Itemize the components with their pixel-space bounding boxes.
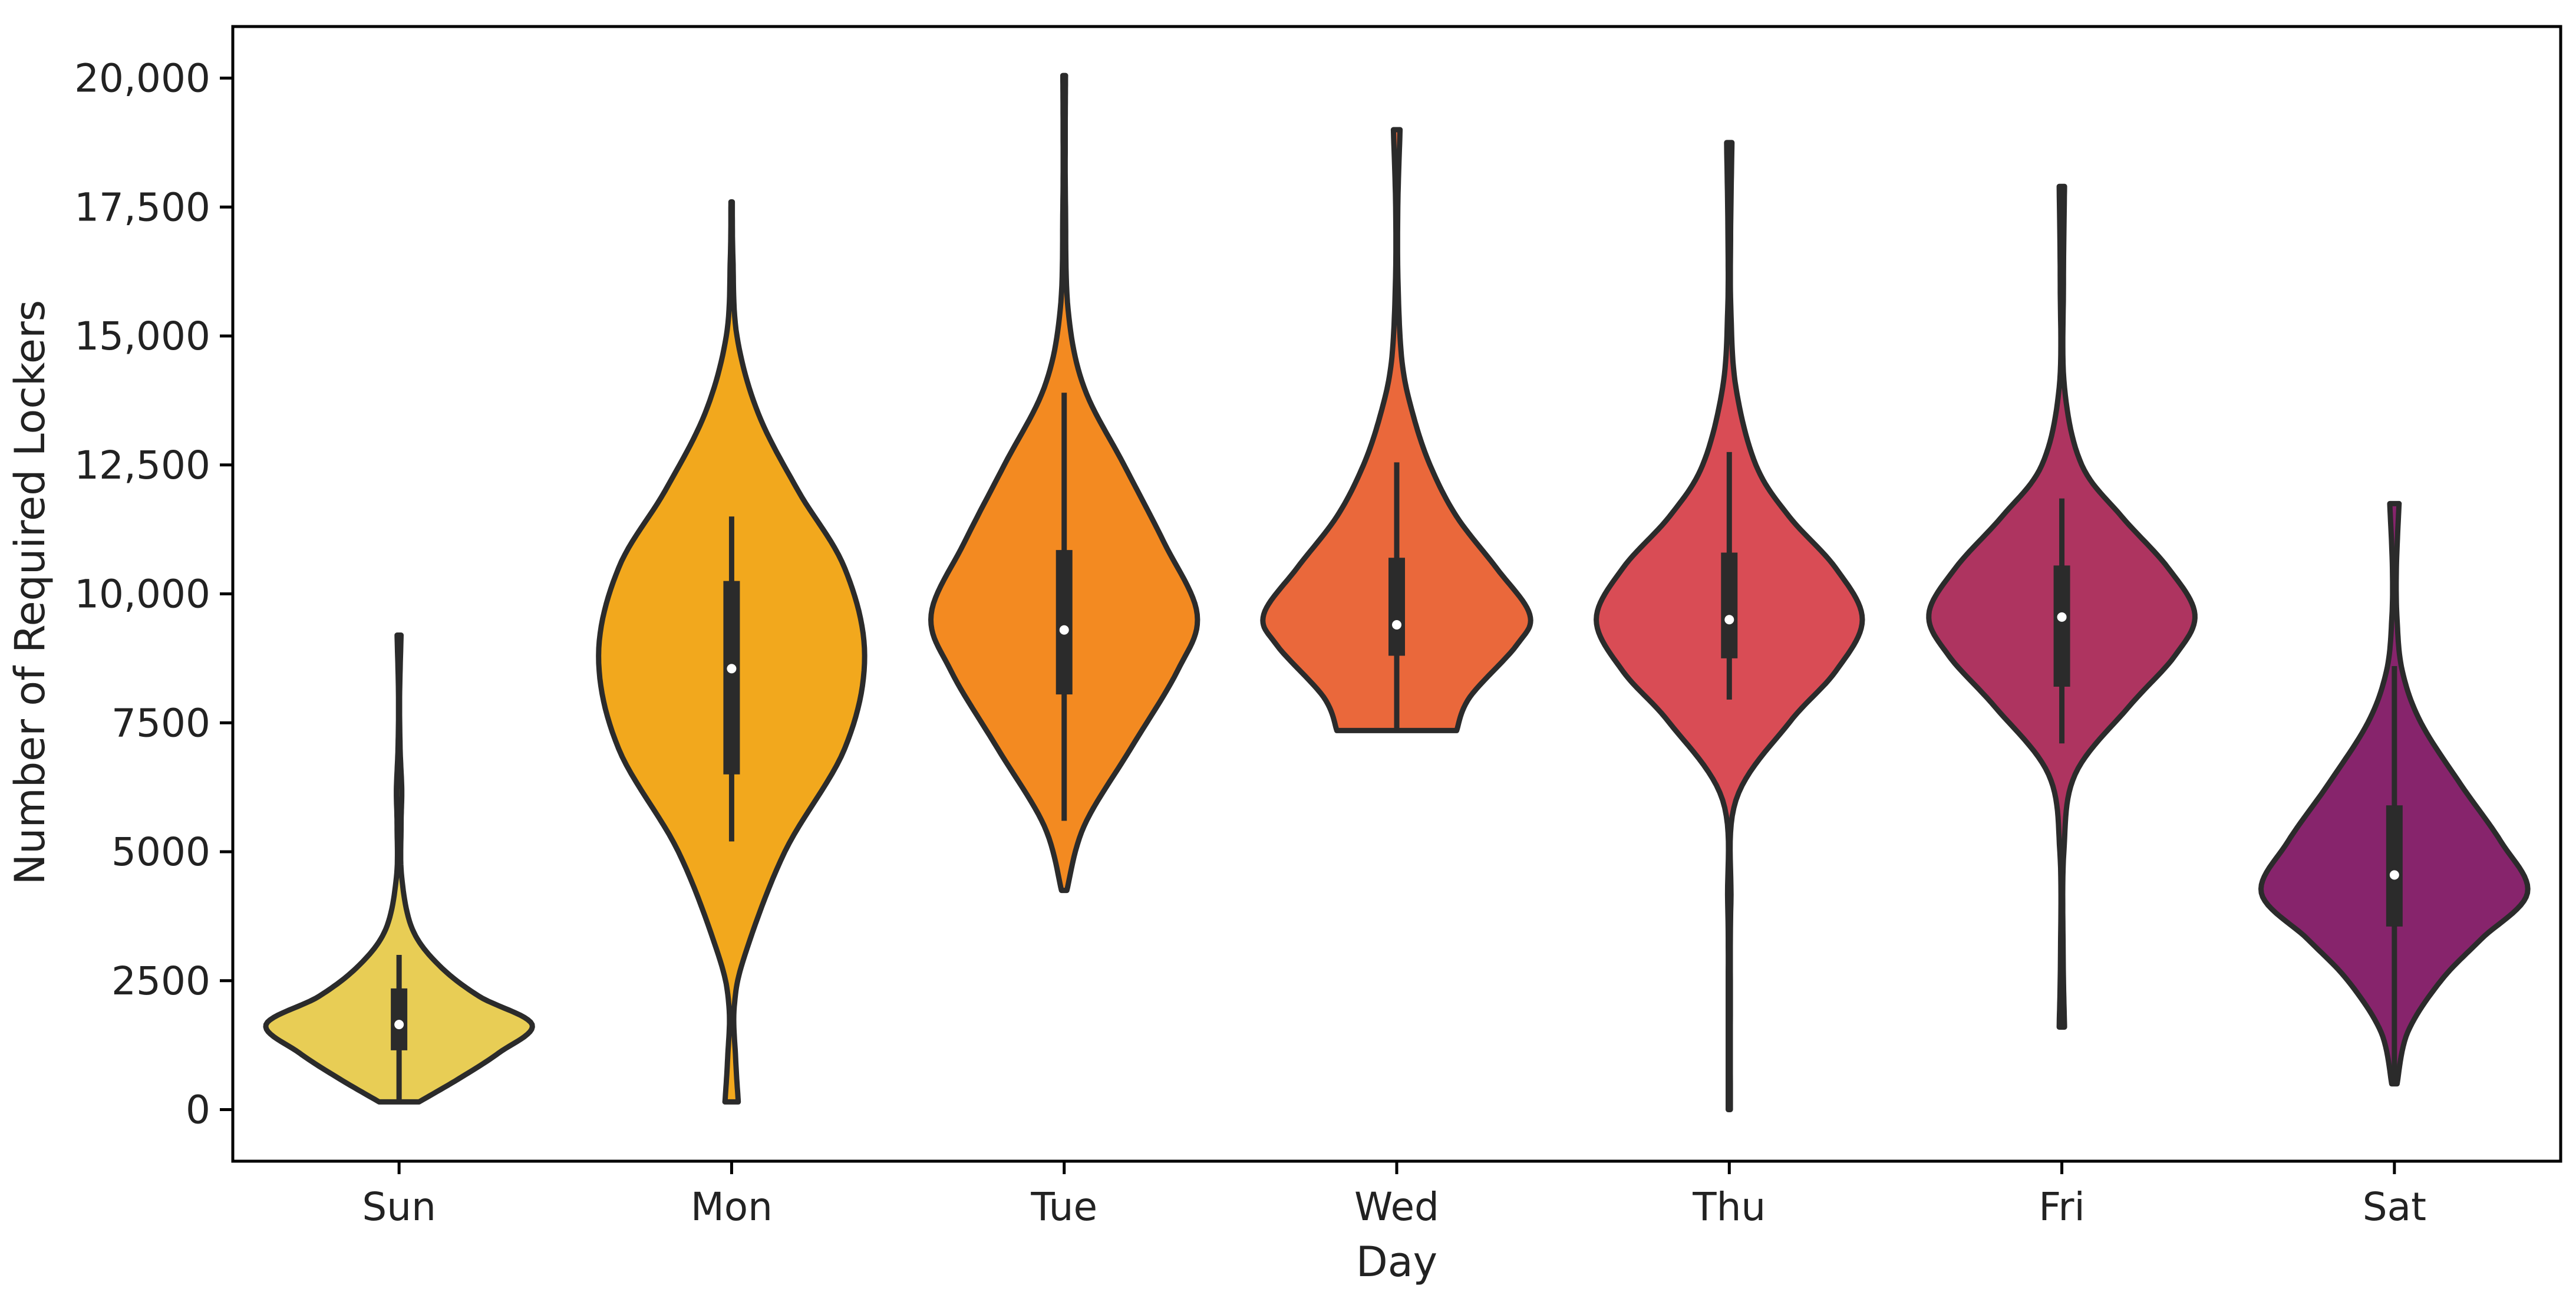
median-marker	[1724, 615, 1734, 625]
violin-mon	[596, 199, 868, 1105]
y-tick-label: 10,000	[74, 572, 210, 617]
iqr-box	[1721, 552, 1738, 658]
iqr-box	[723, 581, 740, 775]
iqr-box	[2053, 565, 2070, 687]
violin-sat	[2258, 500, 2531, 1087]
y-tick-label: 12,500	[74, 443, 210, 488]
violin-fri	[1926, 183, 2198, 1030]
y-axis: 0 2500 5000 7500 10,000 12,500 15,000 17,500 20,…	[74, 56, 233, 1133]
iqr-box	[1388, 558, 1405, 656]
iqr-box	[2386, 805, 2403, 927]
x-tick-label: Tue	[1030, 1184, 1097, 1230]
x-tick-label: Thu	[1692, 1184, 1766, 1230]
y-axis-label: Number of Required Lockers	[6, 300, 54, 885]
iqr-box	[391, 988, 408, 1050]
violin-wed	[1260, 127, 1533, 733]
x-tick-label: Sat	[2363, 1184, 2426, 1230]
y-tick-label: 2500	[111, 958, 210, 1004]
x-axis: Sun Mon Tue Wed Thu Fri Sat	[362, 1161, 2426, 1230]
x-tick-label: Mon	[691, 1184, 773, 1230]
y-tick-label: 0	[186, 1088, 210, 1133]
x-tick-label: Sun	[362, 1184, 436, 1230]
median-marker	[394, 1020, 404, 1030]
y-tick-label: 17,500	[74, 184, 210, 230]
violin-body	[1260, 127, 1533, 733]
iqr-box	[1056, 550, 1073, 695]
y-tick-label: 5000	[111, 829, 210, 875]
y-tick-label: 15,000	[74, 314, 210, 359]
x-axis-label: Day	[1356, 1238, 1437, 1286]
violin-sun	[263, 632, 535, 1105]
median-marker	[2389, 870, 2399, 880]
median-marker	[1059, 625, 1069, 635]
y-tick-label: 20,000	[74, 56, 210, 101]
violin-tue	[928, 73, 1200, 894]
violins-group	[263, 73, 2531, 1112]
median-marker	[727, 664, 737, 674]
median-marker	[1392, 620, 1401, 630]
x-tick-label: Wed	[1354, 1184, 1439, 1230]
y-tick-label: 7500	[111, 700, 210, 746]
plot-frame	[231, 25, 2562, 1163]
violin-thu	[1594, 140, 1865, 1112]
violin-body	[263, 632, 535, 1105]
median-marker	[2057, 612, 2067, 622]
x-tick-label: Fri	[2039, 1184, 2085, 1230]
